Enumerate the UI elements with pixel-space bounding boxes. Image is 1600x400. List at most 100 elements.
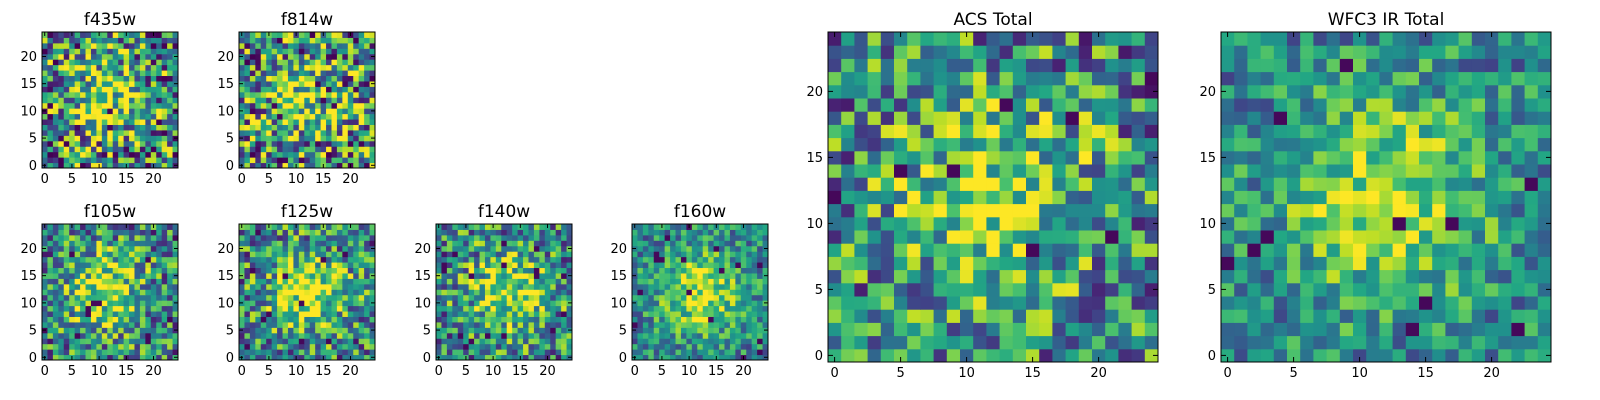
heatmap-cell: [1105, 190, 1119, 205]
heatmap-cell: [697, 349, 704, 356]
heatmap-cell: [544, 262, 551, 269]
heatmap-cell: [946, 230, 961, 244]
heatmap-cell: [452, 283, 459, 290]
heatmap-cell: [539, 283, 546, 290]
heatmap-cell: [506, 251, 513, 258]
heatmap-cell: [452, 305, 459, 312]
heatmap-cell: [436, 343, 442, 350]
heatmap-cell: [85, 300, 92, 307]
heatmap-cell: [691, 321, 698, 328]
heatmap-cell: [729, 234, 736, 241]
heatmap-cell: [364, 343, 371, 350]
heatmap-cell: [452, 294, 459, 301]
heatmap-cell: [69, 338, 76, 345]
heatmap-cell: [326, 140, 332, 147]
heatmap-cell: [63, 267, 70, 274]
heatmap-cell: [1366, 230, 1380, 244]
heatmap-cell: [161, 108, 168, 115]
heatmap-cell: [724, 343, 731, 350]
heatmap-cell: [123, 283, 130, 290]
heatmap-cell: [161, 91, 168, 98]
heatmap-cell: [1432, 230, 1446, 244]
heatmap-cell: [1458, 164, 1473, 178]
heatmap-cell: [85, 349, 92, 356]
heatmap-cell: [512, 300, 519, 307]
heatmap-cell: [58, 311, 65, 317]
heatmap-cell: [90, 354, 97, 361]
heatmap-cell: [315, 162, 322, 169]
heatmap-cell: [112, 64, 119, 71]
heatmap-cell: [249, 102, 256, 109]
heatmap-cell: [1012, 203, 1027, 218]
heatmap-cell: [347, 91, 354, 98]
heatmap-cell: [58, 70, 65, 77]
heatmap-cell: [74, 80, 81, 87]
heatmap-cell: [1092, 164, 1106, 178]
heatmap-cell: [118, 316, 125, 323]
heatmap-cell: [358, 97, 365, 104]
heatmap-cell: [1405, 309, 1420, 323]
heatmap-cell: [145, 267, 152, 274]
heatmap-cell: [746, 316, 753, 323]
heatmap-cell: [854, 256, 869, 271]
heatmap-cell: [719, 327, 725, 334]
heatmap-cell: [544, 349, 551, 356]
heatmap-cell: [315, 311, 322, 317]
heatmap-cell: [841, 98, 855, 112]
heatmap-cell: [139, 256, 146, 263]
heatmap-cell: [277, 294, 284, 301]
heatmap-cell: [637, 343, 644, 350]
heatmap-cell: [112, 229, 119, 236]
heatmap-cell: [320, 70, 327, 77]
heatmap-cell: [1026, 348, 1040, 363]
heatmap-cell: [90, 80, 97, 87]
heatmap-cell: [80, 124, 87, 131]
heatmap-cell: [353, 151, 360, 158]
heatmap-cell: [107, 42, 114, 49]
heatmap-cell: [724, 305, 731, 312]
heatmap-cell: [517, 316, 524, 323]
heatmap-cell: [675, 234, 682, 241]
heatmap-cell: [1326, 269, 1341, 284]
heatmap-cell: [96, 316, 103, 323]
heatmap-cell: [52, 140, 59, 147]
heatmap-cell: [69, 245, 76, 252]
heatmap-cell: [1105, 45, 1119, 59]
heatmap-cell: [347, 251, 354, 258]
heatmap-cell: [47, 272, 54, 279]
heatmap-cell: [58, 300, 65, 307]
heatmap-cell: [282, 124, 289, 131]
heatmap-cell: [167, 327, 174, 334]
heatmap-cell: [80, 327, 87, 334]
heatmap-cell: [474, 251, 481, 258]
x-tick-label: 0: [41, 172, 49, 187]
x-tick-label: 5: [896, 366, 904, 381]
heatmap-cell: [52, 32, 59, 38]
heatmap-cell: [167, 151, 174, 158]
heatmap-cell: [457, 267, 464, 274]
heatmap-cell: [139, 140, 146, 147]
heatmap-cell: [85, 224, 92, 230]
heatmap-cell: [1078, 348, 1093, 363]
heatmap-cell: [1273, 335, 1288, 350]
heatmap-cell: [156, 240, 163, 247]
heatmap-cell: [326, 311, 332, 317]
heatmap-cell: [282, 37, 289, 44]
heatmap-cell: [123, 59, 130, 66]
heatmap-cell: [719, 354, 725, 361]
heatmap-cell: [63, 59, 70, 66]
heatmap-cell: [358, 151, 365, 158]
heatmap-cell: [249, 140, 256, 147]
heatmap-cell: [719, 294, 725, 301]
heatmap-cell: [1273, 348, 1288, 363]
heatmap-cell: [353, 48, 360, 55]
heatmap-cell: [933, 32, 948, 46]
heatmap-cell: [58, 151, 65, 158]
heatmap-cell: [260, 64, 267, 71]
heatmap-cell: [347, 294, 354, 301]
heatmap-cell: [112, 119, 119, 125]
heatmap-cell: [757, 349, 764, 356]
y-tick-label: 20: [217, 242, 234, 257]
heatmap-cell: [161, 135, 168, 142]
heatmap-cell: [331, 151, 338, 158]
